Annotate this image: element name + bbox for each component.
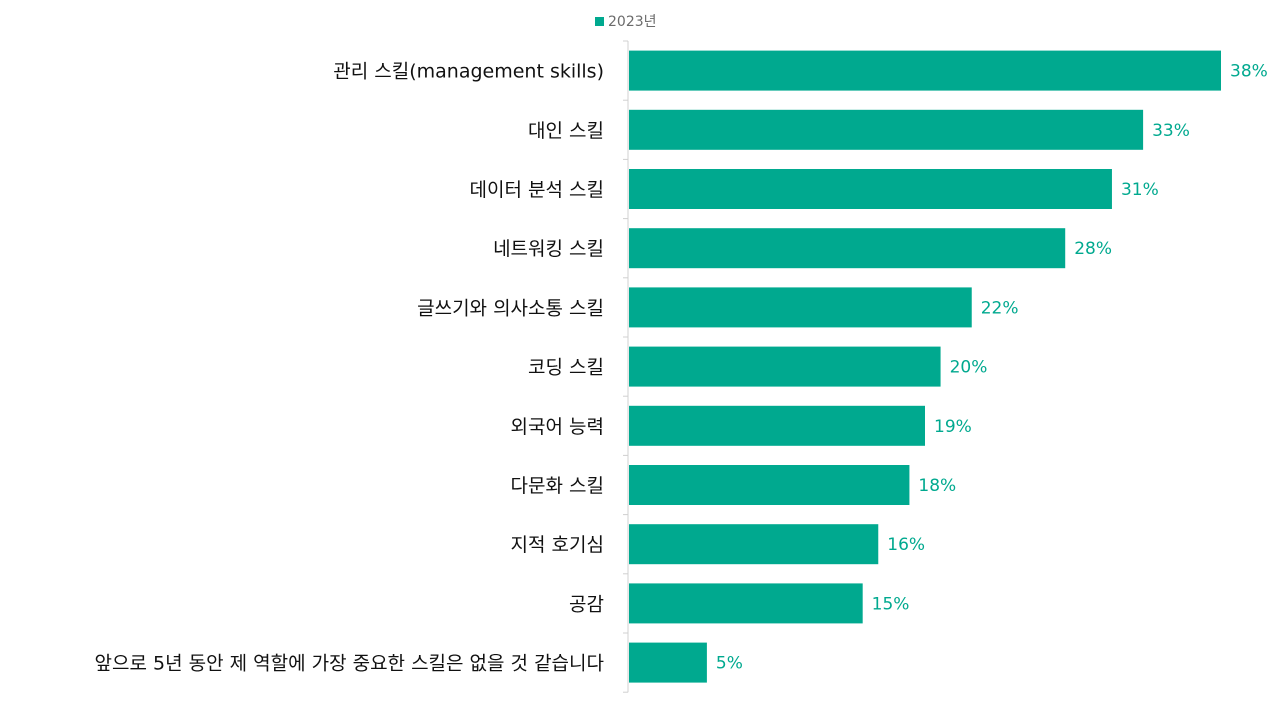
bar [629, 169, 1112, 209]
value-label: 33% [1152, 121, 1190, 141]
value-label: 19% [934, 417, 972, 437]
legend-label: 2023년 [608, 14, 657, 30]
category-label: 관리 스킬(management skills) [333, 61, 604, 83]
category-label: 다문화 스킬 [511, 475, 604, 497]
bar [629, 642, 707, 683]
value-labels: 38% 33% 31% 28% 22% 20% 19% 18% 16% 15% 5% [716, 62, 1268, 674]
category-label: 지적 호기심 [511, 534, 604, 556]
category-label: 코딩 스킬 [528, 357, 604, 379]
category-label: 공감 [569, 593, 604, 615]
category-label: 네트워킹 스킬 [493, 238, 604, 260]
bars [629, 50, 1221, 683]
value-label: 15% [872, 594, 910, 614]
value-label: 5% [716, 654, 743, 674]
bar [629, 287, 972, 328]
category-label: 외국어 능력 [511, 416, 604, 438]
bar [629, 405, 925, 446]
value-label: 16% [887, 535, 925, 555]
bar [629, 109, 1144, 150]
value-label: 20% [950, 358, 988, 378]
bar [629, 346, 941, 387]
bar [629, 583, 863, 624]
value-label: 18% [918, 476, 956, 496]
category-label: 글쓰기와 의사소통 스킬 [417, 297, 604, 319]
value-label: 31% [1121, 180, 1159, 200]
bar [629, 50, 1221, 91]
category-axis [623, 40, 629, 693]
category-label: 앞으로 5년 동안 제 역할에 가장 중요한 스킬은 없을 것 같습니다 [95, 653, 605, 675]
value-label: 38% [1230, 62, 1268, 82]
value-label: 22% [981, 298, 1019, 318]
legend-swatch [595, 17, 604, 26]
bar [629, 465, 910, 505]
legend: 2023년 [595, 14, 657, 30]
value-label: 28% [1074, 239, 1112, 259]
category-label: 대인 스킬 [528, 120, 604, 142]
category-label: 데이터 분석 스킬 [470, 179, 604, 201]
bar [629, 228, 1066, 269]
bar [629, 524, 879, 565]
